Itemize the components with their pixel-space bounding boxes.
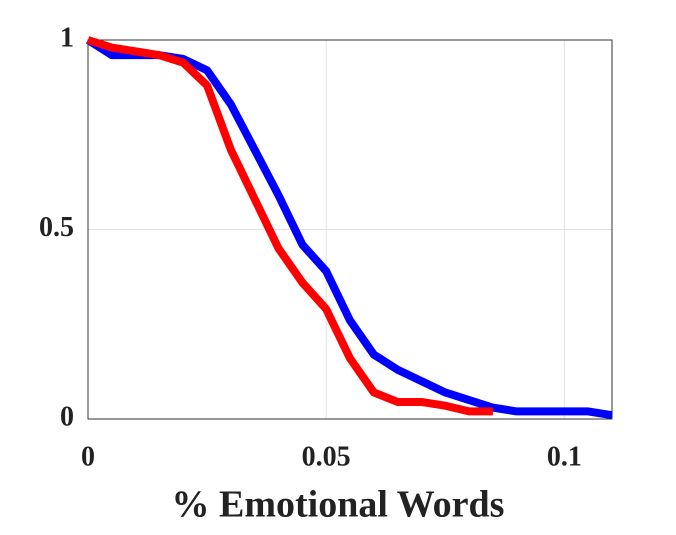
y-tick-label: 0 <box>60 401 74 432</box>
y-tick-label: 0.5 <box>39 212 74 243</box>
x-tick-label: 0.05 <box>302 441 351 472</box>
x-tick-label: 0.1 <box>547 441 582 472</box>
x-tick-label: 0 <box>81 441 95 472</box>
y-tick-label: 1 <box>60 22 74 53</box>
plot-frame <box>87 39 613 420</box>
x-axis-label: % Emotional Words <box>172 484 505 526</box>
series-line <box>86 36 493 416</box>
